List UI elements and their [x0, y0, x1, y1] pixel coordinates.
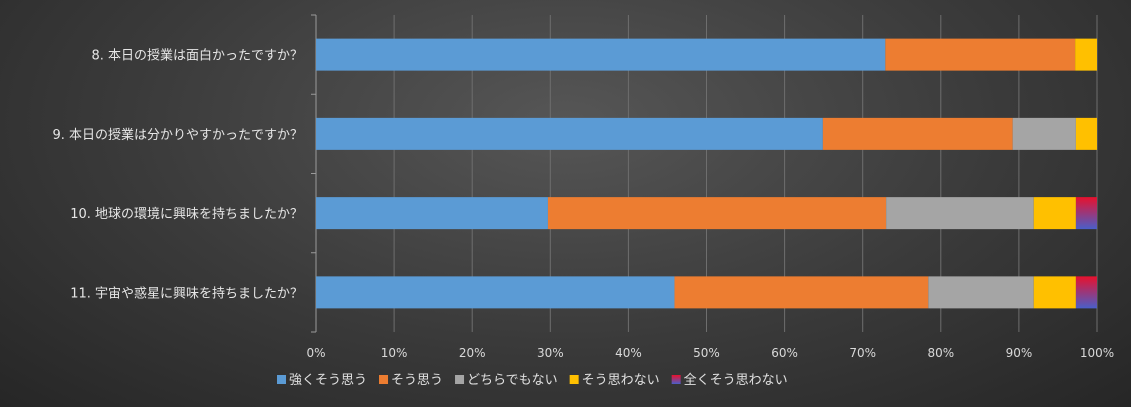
bar-segment — [1012, 117, 1076, 150]
bar-segment — [1075, 38, 1097, 71]
legend-item[interactable]: どちらでもない — [455, 373, 558, 388]
category-label: 10. 地球の環境に興味を持ちましたか？ — [70, 207, 303, 222]
legend-item[interactable]: そう思わない — [569, 373, 660, 388]
x-tick-label: 40% — [615, 346, 642, 360]
bar-segment — [1033, 276, 1076, 309]
bar-segment — [316, 197, 548, 230]
x-tick-labels: 0% 10% 20% 30% 40% 50% 60% 70% 80% 90% 100% — [306, 346, 1114, 360]
legend-label: そう思う — [391, 373, 443, 388]
category-label: 9. 本日の授業は分かりやすかったですか？ — [52, 127, 303, 143]
x-tick-label: 0% — [306, 346, 325, 360]
legend[interactable]: 強くそう思う そう思う どちらでもない そう思わない 全くそう思わない — [277, 372, 788, 388]
bar-segment — [885, 38, 1076, 71]
bar-segment — [316, 38, 886, 71]
bar-segment — [316, 117, 823, 150]
legend-swatch — [671, 375, 681, 384]
bar-segment — [1075, 197, 1097, 230]
legend-swatch — [569, 375, 579, 384]
category-label: 8. 本日の授業は面白かったですか？ — [91, 48, 303, 64]
bar-segment — [1075, 276, 1097, 309]
legend-label: 全くそう思わない — [684, 372, 788, 388]
bar-segment — [822, 117, 1013, 150]
x-tick-label: 30% — [537, 346, 564, 360]
legend-label: そう思わない — [582, 373, 660, 388]
x-tick-label: 70% — [849, 346, 876, 360]
bar-segment — [1075, 117, 1097, 150]
legend-item[interactable]: 全くそう思わない — [671, 372, 788, 388]
x-tick-label: 80% — [927, 346, 954, 360]
legend-item[interactable]: 強くそう思う — [277, 373, 367, 388]
legend-swatch — [455, 375, 465, 384]
x-tick-label: 90% — [1006, 346, 1033, 360]
x-tick-label: 100% — [1080, 346, 1114, 360]
bars — [316, 38, 1097, 309]
x-tick-label: 50% — [693, 346, 720, 360]
x-tick-label: 10% — [381, 346, 408, 360]
x-tick-label: 20% — [459, 346, 486, 360]
bar-segment — [1033, 197, 1076, 230]
category-labels: 8. 本日の授業は面白かったですか？ 9. 本日の授業は分かりやすかったですか？ 1… — [52, 48, 303, 302]
bar-segment — [316, 276, 675, 309]
bar-segment — [547, 197, 887, 230]
legend-swatch — [379, 375, 389, 384]
legend-swatch — [277, 375, 286, 384]
x-tick-label: 60% — [771, 346, 798, 360]
legend-item[interactable]: そう思う — [379, 373, 443, 388]
bar-segment — [886, 197, 1034, 230]
category-label: 11. 宇宙や惑星に興味を持ちましたか？ — [70, 285, 303, 301]
legend-label: 強くそう思う — [289, 373, 367, 388]
category-axis — [311, 14, 317, 333]
legend-label: どちらでもない — [467, 373, 558, 388]
bar-segment — [674, 276, 929, 309]
bar-segment — [928, 276, 1034, 309]
